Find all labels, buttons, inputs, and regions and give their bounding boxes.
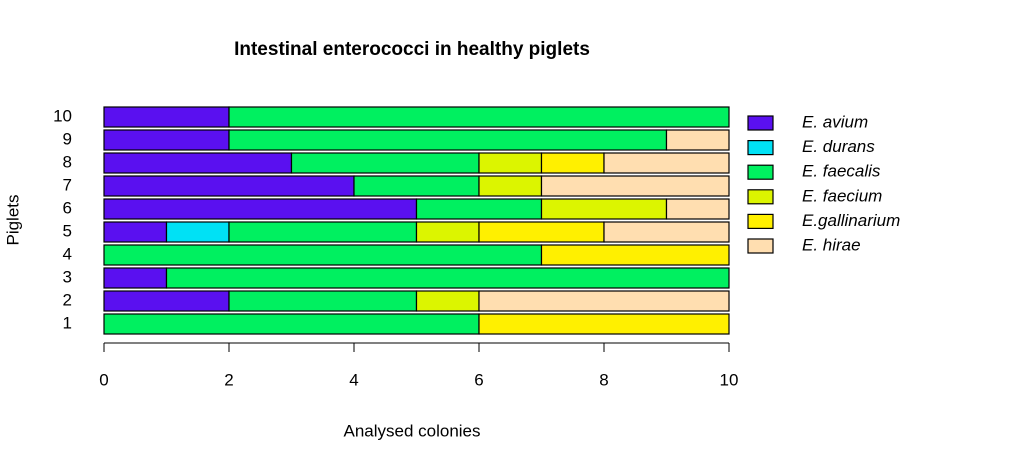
x-tick-label: 6 (474, 370, 483, 389)
bar-segment (165, 267, 730, 289)
legend-swatch (747, 213, 774, 229)
bar-segment (478, 175, 543, 197)
y-tick-label: 4 (63, 244, 72, 263)
bar-segment (540, 175, 730, 197)
y-tick-label: 3 (63, 267, 72, 286)
legend-swatch (747, 115, 774, 131)
bar-segment (103, 221, 168, 243)
x-axis-label: Analysed colonies (343, 421, 480, 440)
y-tick-label: 2 (63, 290, 72, 309)
legend-label: E. durans (802, 137, 875, 156)
bar-segment (165, 221, 230, 243)
bar-segment (103, 152, 293, 174)
x-tick-label: 8 (599, 370, 608, 389)
y-axis-label: Piglets (3, 194, 22, 245)
bar-segment (540, 198, 668, 220)
bar-segment (478, 313, 730, 335)
bar-segment (103, 290, 230, 312)
legend-label: E. faecalis (802, 162, 881, 181)
bar-segment (478, 290, 730, 312)
bar-segment (415, 290, 480, 312)
x-tick-label: 2 (224, 370, 233, 389)
y-tick-label: 6 (63, 198, 72, 217)
x-tick-label: 10 (720, 370, 739, 389)
legend-label: E.gallinarium (802, 211, 900, 230)
legend-swatch (747, 189, 774, 205)
y-tick-label: 8 (63, 152, 72, 171)
bar-segment (415, 198, 543, 220)
bar-segment (228, 129, 668, 151)
bar-segment (603, 152, 730, 174)
bar-segment (103, 129, 230, 151)
x-tick-label: 4 (349, 370, 358, 389)
bar-segment (353, 175, 480, 197)
bar-segment (540, 244, 730, 266)
bar-segment (103, 313, 480, 335)
legend-swatch (747, 140, 774, 156)
y-tick-label: 7 (63, 175, 72, 194)
bar-segment (665, 198, 730, 220)
y-tick-label: 9 (63, 129, 72, 148)
y-tick-label: 5 (63, 221, 72, 240)
bar-segment (103, 198, 418, 220)
legend-label: E. faecium (802, 186, 882, 205)
bar-segment (228, 106, 730, 128)
bar-segment (103, 175, 355, 197)
bar-segment (665, 129, 730, 151)
bar-segment (603, 221, 730, 243)
bar-segment (415, 221, 480, 243)
legend-swatch (747, 164, 774, 180)
bar-segment (478, 152, 543, 174)
bar-segment (228, 290, 418, 312)
legend-label: E. avium (802, 112, 868, 131)
bar-segment (103, 244, 543, 266)
y-tick-label: 10 (53, 106, 72, 125)
legend-label: E. hirae (802, 235, 861, 254)
x-tick-label: 0 (99, 370, 108, 389)
legend-swatch (747, 238, 774, 254)
bar-segment (478, 221, 605, 243)
chart-title: Intestinal enterococci in healthy piglet… (234, 39, 590, 60)
bar-segment (540, 152, 605, 174)
bar-segment (290, 152, 480, 174)
bar-segment (228, 221, 418, 243)
bar-segment (103, 106, 230, 128)
bar-segment (103, 267, 168, 289)
y-tick-label: 1 (63, 313, 72, 332)
